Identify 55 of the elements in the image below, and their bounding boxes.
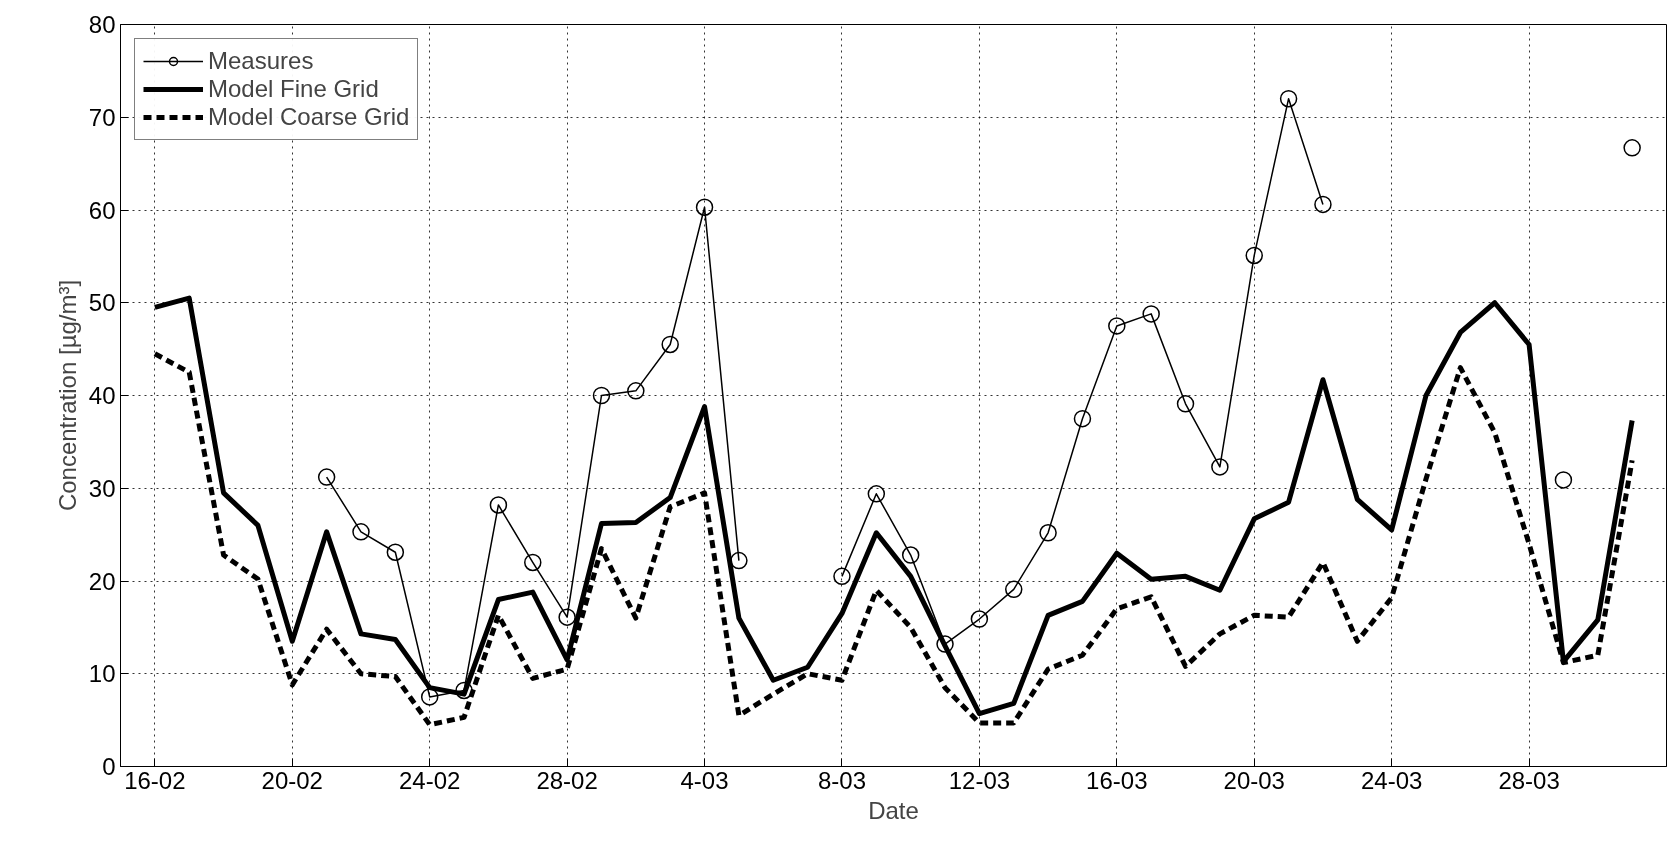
point xyxy=(1142,305,1160,323)
point xyxy=(730,551,748,570)
point xyxy=(524,553,542,572)
x-tick-label: 4-03 xyxy=(680,766,729,794)
y-tick-label: 20 xyxy=(88,567,116,595)
point xyxy=(1554,471,1573,489)
point xyxy=(936,635,954,653)
point xyxy=(695,198,714,216)
y-tick-label: 10 xyxy=(88,660,116,688)
legend-label: Model Coarse Grid xyxy=(208,103,410,131)
point xyxy=(627,382,645,400)
point xyxy=(1073,409,1092,428)
y-tick-label: 0 xyxy=(102,753,116,780)
point xyxy=(970,610,989,628)
x-tick-label: 24-03 xyxy=(1360,766,1423,794)
point xyxy=(1211,458,1229,476)
y-tick-label: 50 xyxy=(88,289,116,317)
point xyxy=(489,496,508,514)
y-tick-label: 30 xyxy=(88,474,116,502)
x-tick-label: 20-03 xyxy=(1223,766,1285,794)
x-tick-label: 24-02 xyxy=(399,766,461,794)
y-tick-label: 60 xyxy=(88,196,116,224)
y-tick-label: 40 xyxy=(88,382,116,409)
point xyxy=(1176,395,1195,413)
y-axis-title: Concentration [µg/m³] xyxy=(53,279,81,512)
point xyxy=(867,485,886,503)
x-tick-label: 20-02 xyxy=(261,766,323,794)
y-tick-label: 70 xyxy=(88,103,116,131)
point xyxy=(592,386,611,405)
legend-label: Model Fine Grid xyxy=(208,75,379,103)
x-tick-label: 16-02 xyxy=(124,766,186,794)
x-tick-label: 28-02 xyxy=(536,766,598,794)
point xyxy=(1245,246,1263,265)
point xyxy=(352,523,370,541)
point xyxy=(661,335,679,354)
x-tick-label: 16-03 xyxy=(1086,766,1148,794)
point xyxy=(1314,195,1332,214)
legend-label: Measures xyxy=(208,47,314,75)
x-axis-title: Date xyxy=(868,796,919,824)
point xyxy=(1004,580,1023,599)
y-tick-label: 80 xyxy=(88,11,116,38)
x-tick-label: 28-03 xyxy=(1498,766,1560,794)
x-tick-label: 8-03 xyxy=(817,766,866,794)
point xyxy=(317,468,336,486)
x-tick-label: 12-03 xyxy=(948,766,1011,794)
point xyxy=(1623,139,1641,157)
point xyxy=(901,546,920,564)
point xyxy=(1108,317,1126,335)
point xyxy=(420,688,439,706)
point xyxy=(1279,89,1298,108)
point xyxy=(455,681,473,700)
point xyxy=(558,608,576,626)
point xyxy=(1039,524,1057,542)
point xyxy=(386,543,405,561)
point xyxy=(833,567,851,586)
